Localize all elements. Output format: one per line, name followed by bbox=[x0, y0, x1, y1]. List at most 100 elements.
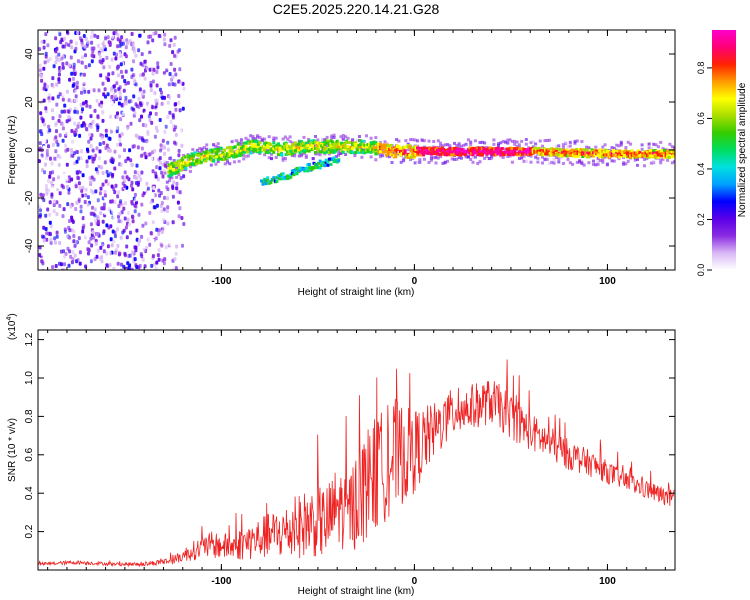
noise-cell bbox=[78, 224, 82, 229]
noise-cell bbox=[118, 154, 121, 159]
noise-cell bbox=[154, 174, 158, 179]
noise-cell bbox=[107, 148, 110, 153]
ridge-cell bbox=[184, 155, 188, 159]
noise-cell bbox=[171, 186, 175, 190]
ridge-cell bbox=[167, 174, 171, 178]
ridge-cell bbox=[178, 168, 182, 172]
noise-cell bbox=[86, 202, 90, 207]
ridge-cell bbox=[181, 164, 185, 167]
noise-cell bbox=[176, 49, 180, 54]
haze-cell bbox=[163, 160, 167, 164]
noise-cell bbox=[52, 209, 56, 214]
noise-cell bbox=[110, 206, 114, 211]
noise-cell bbox=[96, 232, 100, 237]
noise-cell bbox=[102, 202, 106, 207]
haze-cell bbox=[413, 161, 417, 165]
noise-cell bbox=[106, 92, 110, 97]
ridge-cell bbox=[436, 149, 439, 153]
ridge-cell bbox=[394, 152, 398, 156]
haze-cell bbox=[478, 160, 482, 164]
haze-cell bbox=[334, 155, 338, 158]
noise-cell bbox=[149, 88, 153, 93]
ridge-cell bbox=[432, 150, 436, 154]
noise-cell bbox=[90, 40, 94, 45]
noise-cell bbox=[146, 129, 150, 134]
noise-cell bbox=[141, 123, 145, 127]
noise-cell bbox=[139, 252, 143, 257]
ridge-cell bbox=[627, 151, 631, 155]
noise-cell bbox=[133, 257, 137, 262]
ridge-cell bbox=[310, 144, 314, 148]
noise-cell bbox=[171, 194, 175, 199]
haze-cell bbox=[592, 162, 595, 166]
branch-cell bbox=[317, 161, 321, 165]
noise-cell bbox=[63, 109, 66, 114]
noise-cell bbox=[63, 229, 67, 234]
ridge-cell bbox=[250, 147, 254, 151]
haze-cell bbox=[281, 137, 285, 141]
noise-cell bbox=[138, 174, 141, 179]
noise-cell bbox=[71, 83, 75, 88]
x-tick-label: -100 bbox=[211, 276, 231, 287]
noise-cell bbox=[120, 102, 124, 107]
ridge-cell bbox=[397, 145, 401, 148]
noise-cell bbox=[167, 82, 171, 87]
branch-cell bbox=[292, 173, 296, 177]
noise-cell bbox=[58, 114, 62, 119]
ridge-cell bbox=[185, 163, 189, 167]
noise-cell bbox=[151, 79, 155, 84]
noise-cell bbox=[102, 65, 106, 70]
ridge-cell bbox=[246, 149, 250, 153]
haze-cell bbox=[520, 156, 524, 160]
ridge-cell bbox=[334, 141, 338, 145]
ridge-cell bbox=[244, 147, 248, 151]
noise-cell bbox=[89, 144, 93, 148]
noise-cell bbox=[76, 30, 80, 35]
noise-cell bbox=[159, 148, 162, 153]
haze-cell bbox=[272, 136, 276, 140]
haze-cell bbox=[471, 155, 475, 159]
ridge-cell bbox=[255, 145, 259, 149]
noise-cell bbox=[174, 266, 178, 270]
ridge-cell bbox=[374, 148, 378, 152]
ridge-cell bbox=[558, 147, 561, 151]
ridge-cell bbox=[522, 152, 526, 155]
haze-cell bbox=[506, 155, 510, 158]
ridge-cell bbox=[411, 154, 415, 158]
haze-cell bbox=[536, 156, 540, 160]
haze-cell bbox=[360, 155, 364, 159]
ridge-cell bbox=[331, 148, 334, 152]
branch-cell bbox=[306, 163, 310, 167]
noise-cell bbox=[91, 205, 94, 210]
noise-cell bbox=[156, 177, 160, 182]
haze-cell bbox=[360, 146, 364, 150]
ridge-cell bbox=[667, 155, 671, 159]
noise-cell bbox=[98, 55, 102, 60]
ridge-cell bbox=[511, 153, 515, 157]
noise-cell bbox=[154, 125, 158, 130]
haze-cell bbox=[573, 141, 577, 145]
haze-cell bbox=[237, 159, 241, 163]
noise-cell bbox=[53, 156, 57, 161]
noise-cell bbox=[108, 251, 112, 256]
haze-cell bbox=[450, 157, 454, 161]
noise-cell bbox=[115, 125, 119, 130]
haze-cell bbox=[297, 154, 301, 158]
noise-cell bbox=[43, 170, 47, 175]
ridge-cell bbox=[344, 145, 348, 149]
noise-cell bbox=[116, 261, 120, 266]
noise-cell bbox=[107, 136, 111, 141]
ridge-cell bbox=[474, 146, 478, 150]
ridge-cell bbox=[638, 151, 642, 154]
noise-cell bbox=[49, 203, 53, 208]
ridge-cell bbox=[247, 141, 251, 145]
noise-cell bbox=[44, 213, 48, 218]
ridge-cell bbox=[571, 149, 575, 152]
ridge-cell bbox=[226, 152, 229, 156]
noise-cell bbox=[99, 73, 103, 78]
noise-cell bbox=[75, 200, 79, 205]
noise-cell bbox=[74, 140, 77, 145]
ridge-cell bbox=[453, 146, 456, 150]
noise-cell bbox=[63, 173, 67, 178]
noise-cell bbox=[82, 34, 86, 38]
